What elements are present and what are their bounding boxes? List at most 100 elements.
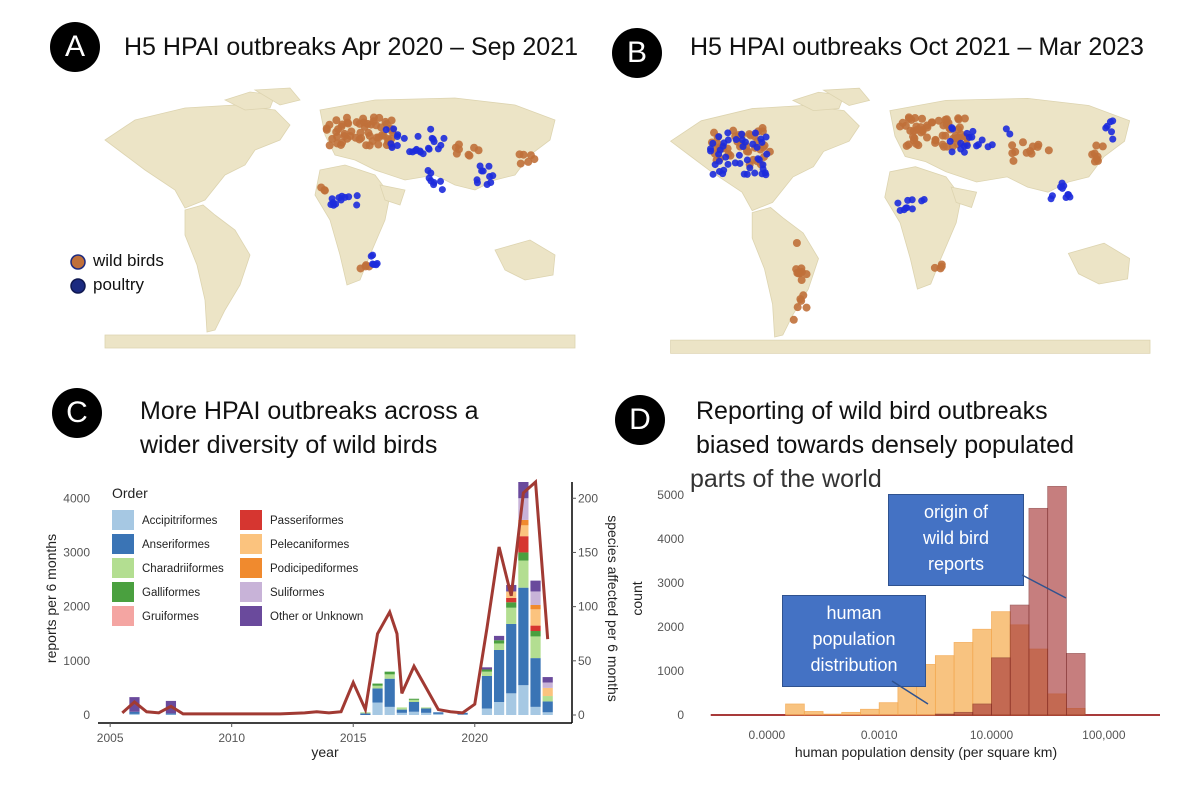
map-a-wild-dot — [524, 157, 533, 166]
chart-c-bar-segment — [421, 708, 432, 713]
map-b-poultry-dot — [969, 127, 977, 135]
chart-d-human-bar — [803, 711, 824, 716]
map-b-poultry-dot — [751, 129, 759, 137]
chart-c-bar-segment — [384, 706, 395, 715]
map-b-poultry-dot — [908, 205, 916, 213]
panel-c-title-line1: More HPAI outbreaks across a — [140, 397, 479, 425]
map-b-poultry-dot — [749, 140, 757, 148]
map-a-poultry-dot — [409, 148, 417, 156]
map-b-poultry-dot — [751, 169, 759, 177]
map-a-landmass-7 — [104, 334, 576, 349]
map-b-poultry-dot — [741, 138, 749, 146]
chart-c-species-line — [121, 478, 550, 716]
map-b-poultry-dot — [754, 155, 762, 163]
map-b-poultry-dot — [722, 153, 730, 161]
map-b-poultry-dot — [904, 196, 912, 204]
map-b-poultry-dot — [732, 135, 740, 143]
map-b-poultry-dot — [978, 136, 986, 144]
map-b-wild-dot — [745, 130, 754, 139]
map-b-wild-dot — [910, 134, 919, 143]
chart-d-ytick-label: 4000 — [657, 532, 684, 546]
map-b-wild-dot — [954, 114, 963, 123]
chart-c-legend-swatch — [112, 558, 134, 578]
chart-c-legend-label: Accipitriformes — [142, 515, 218, 527]
map-a-wild-dot — [338, 120, 347, 129]
map-a-poultry-dot — [382, 126, 390, 134]
map-a-wild-dot — [454, 145, 463, 154]
map-a-poultry-dot — [416, 147, 424, 155]
map-a-wild-dot — [382, 120, 391, 129]
map-a-poultry-dot — [483, 180, 491, 188]
map-b-poultry-dot — [709, 170, 717, 178]
chart-c-legend-label: Podicipediformes — [270, 563, 358, 575]
map-b-poultry-dot — [963, 129, 971, 137]
chart-c-y2label: species affected per 6 months — [605, 515, 620, 702]
map-b-wild-dot — [793, 303, 802, 312]
chart-c-legend-swatch — [112, 510, 134, 530]
panel-b-badge: B — [612, 28, 662, 78]
chart-c-xtick-label: 2005 — [97, 731, 124, 745]
chart-c-bar-segment — [433, 712, 444, 714]
map-a-wild-dot — [325, 141, 334, 150]
map-legend-wild-dot — [70, 254, 86, 270]
map-b-wild-dot — [1026, 147, 1035, 156]
callout-origin-line3: reports — [927, 554, 985, 574]
map-a-wild-dot — [320, 186, 329, 195]
map-a-wild-dot — [474, 146, 483, 155]
map-a-poultry-dot — [430, 138, 438, 146]
map-b-landmass-8 — [822, 87, 871, 106]
chart-d-xtick-label: 0.0010 — [861, 728, 898, 742]
chart-c-bar-segment — [396, 712, 407, 715]
map-b-wild-dot — [927, 118, 936, 127]
chart-c-legend-label: Pelecaniformes — [270, 539, 350, 551]
map-legend-wild-label: wild birds — [93, 251, 164, 270]
map-b-poultry-dot — [758, 170, 766, 178]
callout-human-connector — [891, 680, 929, 705]
map-a-wild-dot — [325, 120, 334, 129]
map-b-poultry-dot — [735, 151, 743, 159]
chart-c-bar-segment — [408, 711, 420, 715]
map-a-wild-dot — [516, 159, 525, 168]
map-b-poultry-dot — [957, 145, 965, 153]
map-a-poultry-dot — [373, 259, 381, 267]
panel-c-title-line2: wider diversity of wild birds — [140, 431, 438, 459]
chart-c-bar-segment — [129, 711, 140, 714]
chart-c-bar-segment — [384, 678, 395, 707]
map-b-wild-dot — [797, 276, 806, 285]
chart-c-legend-swatch — [112, 606, 134, 626]
map-b-poultry-dot — [707, 147, 715, 155]
map-b-wild-dot — [917, 128, 926, 137]
map-b-wild-dot — [904, 114, 913, 123]
map-b-landmass-2 — [751, 207, 819, 338]
map-b-poultry-dot — [973, 142, 981, 150]
chart-c-bar-segment — [530, 591, 541, 606]
map-a-wild-dot — [338, 138, 347, 147]
map-a-poultry-dot — [437, 177, 445, 185]
chart-c-bar-segment — [408, 698, 420, 700]
map-a-wild-dot — [355, 119, 364, 128]
chart-c-legend-swatch — [112, 582, 134, 602]
map-b-wild-dot — [789, 315, 798, 324]
chart-d-xtick-label: 10.0000 — [970, 728, 1014, 742]
chart-c-legend-swatch — [112, 534, 134, 554]
chart-c-bar-segment — [481, 671, 493, 676]
map-a-poultry-dot — [425, 145, 433, 153]
chart-c-bar-segment — [384, 674, 395, 679]
chart-c-bar-segment — [518, 498, 529, 520]
map-a-poultry-dot — [353, 201, 361, 209]
map-b-poultry-dot — [763, 150, 771, 158]
map-b-poultry-dot — [715, 133, 723, 141]
chart-c-bar-segment — [493, 643, 505, 650]
panel-d-title-line3: parts of the world — [690, 465, 882, 493]
chart-c-bar-segment — [372, 688, 383, 703]
chart-c-ytick-label: 0 — [83, 708, 90, 722]
chart-d-xlabel: human population density (per square km) — [795, 744, 1057, 760]
map-b-wild-dot — [922, 133, 931, 142]
panel-a-badge: A — [50, 22, 100, 72]
map-b-poultry-dot — [957, 139, 965, 147]
chart-c-bar-segment — [129, 713, 140, 715]
map-a-poultry-dot — [341, 193, 349, 201]
callout-human-line3: distribution — [810, 655, 898, 675]
map-b-poultry-dot — [918, 197, 926, 205]
